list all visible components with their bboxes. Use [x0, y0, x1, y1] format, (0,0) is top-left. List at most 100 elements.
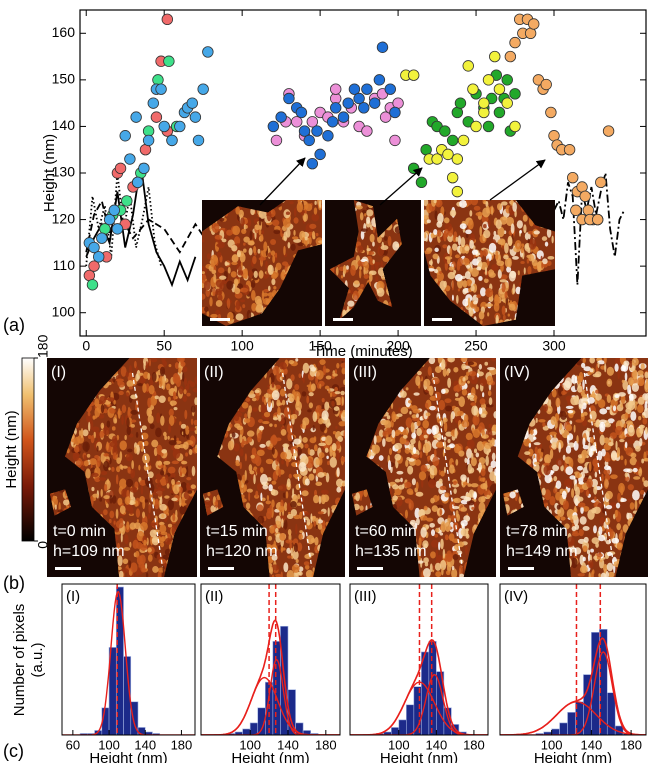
scatter-point [358, 103, 369, 114]
surface-grain [169, 409, 174, 417]
surface-grain [257, 483, 262, 491]
surface-grain [302, 391, 307, 396]
surface-grain [149, 385, 155, 394]
scatter-point [109, 205, 120, 216]
surface-grain [437, 230, 441, 237]
surface-grain [163, 461, 170, 465]
surface-grain [458, 288, 460, 291]
surface-grain [293, 474, 299, 478]
surface-grain [325, 448, 329, 453]
surface-grain [100, 489, 102, 497]
scatter-point [327, 116, 338, 127]
surface-grain [504, 243, 509, 254]
surface-grain [245, 398, 250, 402]
surface-grain [226, 281, 233, 290]
surface-grain [114, 521, 116, 525]
surface-grain [152, 566, 159, 573]
surface-grain [116, 520, 124, 528]
surface-grain [264, 412, 270, 417]
surface-grain [443, 231, 446, 242]
surface-grain [173, 449, 181, 459]
surface-grain [231, 271, 237, 277]
surface-grain [152, 372, 157, 382]
surface-grain [136, 508, 140, 517]
surface-grain [213, 274, 216, 283]
scatter-point [408, 70, 419, 81]
surface-grain [299, 530, 303, 533]
surface-grain [299, 462, 307, 472]
surface-grain [113, 452, 117, 459]
surface-grain [373, 260, 375, 264]
image-time: t=0 min [53, 523, 106, 540]
scale-bar [55, 567, 81, 570]
surface-grain [55, 504, 57, 509]
y-axis-label: Height (nm) [41, 134, 58, 212]
scale-bar [210, 318, 230, 321]
surface-grain [384, 236, 388, 241]
surface-grain [294, 207, 297, 216]
surface-grain [335, 391, 341, 394]
surface-grain [232, 432, 236, 438]
surface-grain [244, 225, 247, 229]
surface-grain [143, 362, 145, 371]
surface-grain [341, 457, 349, 462]
surface-grain [469, 210, 472, 216]
surface-grain [342, 396, 344, 405]
surface-grain [306, 396, 309, 404]
surface-grain [101, 471, 107, 475]
y-tick-label: 100 [52, 303, 76, 319]
scatter-point [595, 177, 606, 188]
surface-grain [74, 446, 79, 453]
surface-grain [176, 482, 181, 485]
surface-grain [313, 425, 315, 431]
scatter-point [374, 75, 385, 86]
surface-grain [424, 250, 431, 254]
surface-grain [293, 438, 301, 444]
surface-grain [268, 286, 271, 291]
surface-grain [243, 236, 249, 242]
surface-grain [269, 526, 274, 534]
surface-grain [524, 267, 526, 274]
surface-grain [341, 368, 345, 375]
surface-grain [97, 457, 101, 468]
surface-grain [91, 487, 94, 491]
surface-grain [169, 440, 177, 445]
scatter-point [121, 196, 132, 207]
surface-grain [332, 373, 337, 376]
surface-grain [311, 383, 316, 391]
scatter-point [390, 135, 401, 146]
surface-grain [304, 512, 310, 515]
surface-grain [469, 240, 474, 249]
surface-grain [194, 420, 198, 426]
surface-grain [129, 507, 133, 515]
surface-grain [167, 436, 169, 440]
surface-grain [259, 270, 264, 278]
surface-grain [502, 283, 506, 293]
surface-grain [291, 244, 296, 251]
surface-grain [103, 461, 109, 471]
surface-grain [483, 230, 490, 238]
surface-grain [330, 392, 332, 397]
surface-grain [183, 442, 189, 450]
surface-grain [204, 280, 211, 290]
surface-grain [112, 426, 116, 430]
surface-grain [184, 410, 187, 420]
surface-grain [309, 392, 314, 396]
surface-grain [298, 534, 303, 540]
surface-grain [271, 250, 275, 255]
surface-grain [488, 220, 491, 228]
surface-grain [346, 265, 349, 270]
surface-grain [157, 461, 162, 466]
surface-grain [537, 266, 541, 271]
arrow [490, 160, 545, 200]
image-label: (I) [51, 364, 66, 381]
scatter-point [187, 98, 198, 109]
surface-grain [94, 407, 100, 417]
surface-grain [285, 539, 293, 543]
surface-grain [527, 266, 531, 275]
scale-bar [333, 318, 353, 321]
surface-grain [139, 555, 145, 565]
surface-grain [505, 291, 508, 299]
surface-grain [229, 424, 232, 428]
surface-grain [227, 298, 230, 309]
